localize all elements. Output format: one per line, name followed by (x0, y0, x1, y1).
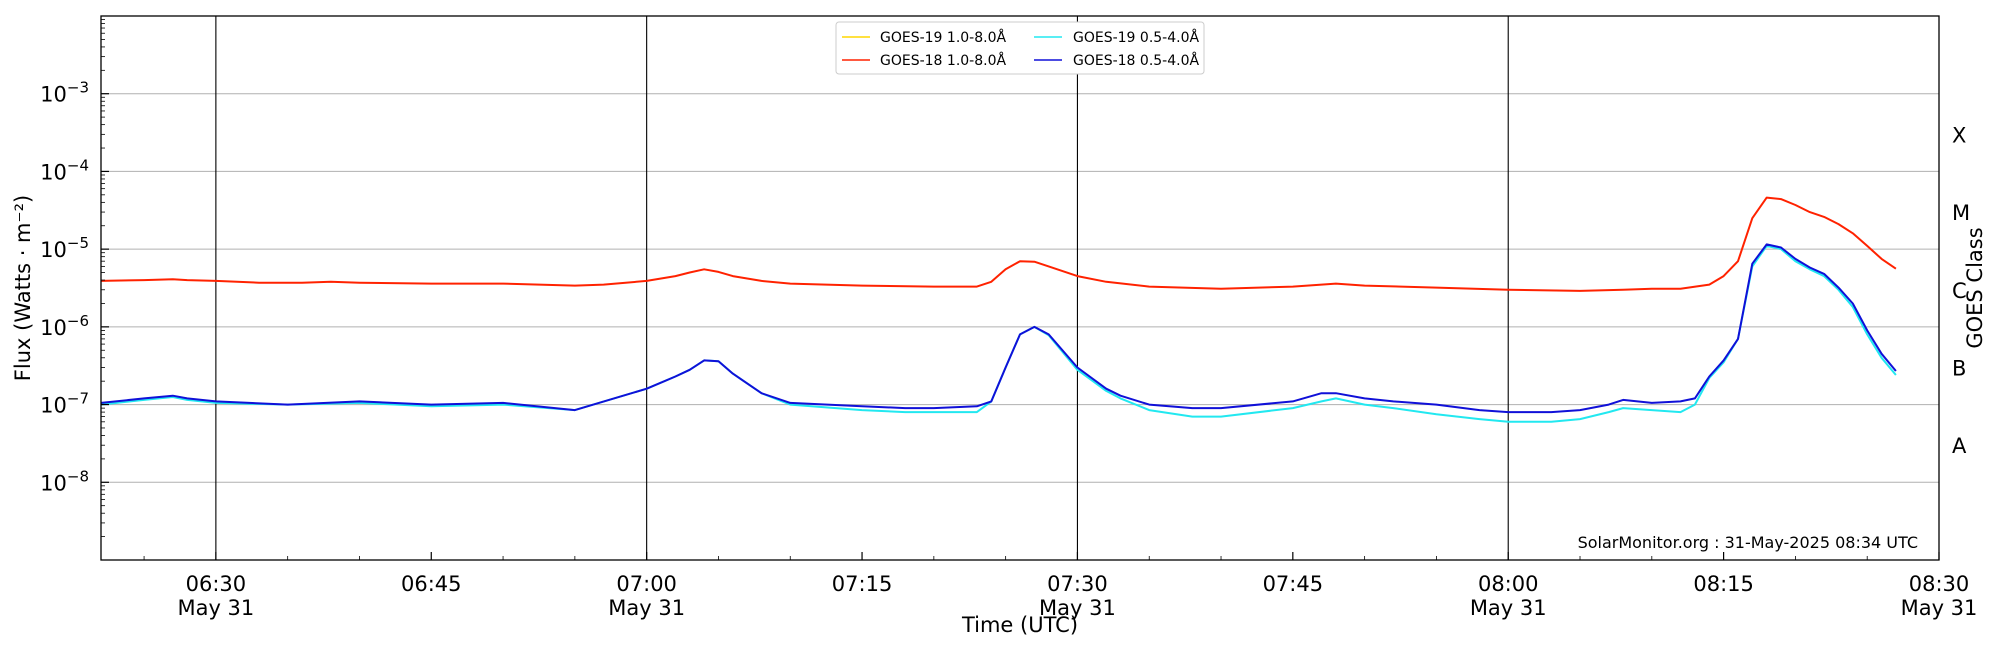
y-tick-exponent: −8 (67, 467, 89, 485)
x-tick-label: 07:15 (832, 572, 893, 596)
goes-class-label: X (1952, 123, 1966, 147)
x-tick-label: 06:45 (401, 572, 462, 596)
legend-label-goes19-short: GOES-19 0.5-4.0Å (1073, 29, 1199, 46)
y-tick-label: 10−5 (40, 234, 89, 262)
goes-class-label: B (1952, 356, 1966, 380)
legend-label-goes18-short: GOES-18 0.5-4.0Å (1073, 52, 1199, 69)
y-tick-base: 10 (40, 394, 67, 418)
y-tick-label: 10−8 (40, 467, 89, 495)
x-tick-date-label: May 31 (608, 596, 685, 620)
series-line-1 (101, 196, 1897, 292)
y-tick-exponent: −7 (67, 390, 89, 408)
credit-text: SolarMonitor.org : 31-May-2025 08:34 UTC (1578, 533, 1918, 552)
series-line-3 (101, 243, 1897, 414)
legend-label-goes18-long: GOES-18 1.0-8.0Å (880, 52, 1006, 69)
y-tick-exponent: −4 (67, 156, 89, 174)
legend-box (835, 21, 1205, 75)
x-tick-label: 06:30 (186, 572, 247, 596)
x-tick-label: 07:30 (1047, 572, 1108, 596)
y-tick-base: 10 (40, 160, 67, 184)
day-marker-lines (215, 16, 1509, 560)
legend: GOES-19 1.0-8.0Å GOES-18 1.0-8.0Å GOES-1… (835, 21, 1205, 75)
x-tick-label: 08:30 (1909, 572, 1970, 596)
y-tick-label: 10−3 (40, 79, 89, 107)
y-tick-base: 10 (40, 83, 67, 107)
y-tick-exponent: −6 (67, 312, 89, 330)
x-axis-title: Time (UTC) (961, 613, 1078, 637)
y-tick-base: 10 (40, 316, 67, 340)
x-tick-date-label: May 31 (1901, 596, 1978, 620)
x-tick-date-label: May 31 (1470, 596, 1547, 620)
y-tick-labels: 10−810−710−610−510−410−3 (40, 79, 89, 496)
series-group (101, 196, 1897, 423)
y-tick-label: 10−6 (40, 312, 89, 340)
y-axis-title: Flux (Watts · m⁻²) (11, 195, 35, 381)
x-tick-date-label: May 31 (1039, 596, 1116, 620)
legend-label-goes19-long: GOES-19 1.0-8.0Å (880, 29, 1006, 46)
y-tick-label: 10−4 (40, 156, 89, 184)
y2-axis-title: GOES Class (1963, 227, 1987, 348)
y-tick-label: 10−7 (40, 390, 89, 418)
y-tick-base: 10 (40, 471, 67, 495)
goes-class-labels: A B C M X (1952, 123, 1970, 458)
goes-class-label: M (1952, 201, 1970, 225)
x-tick-label: 07:00 (616, 572, 677, 596)
tick-marks (101, 19, 1940, 560)
goes-class-label: C (1952, 279, 1967, 303)
y-tick-exponent: −3 (67, 79, 89, 97)
plot-frame (100, 15, 1940, 561)
y-tick-exponent: −5 (67, 234, 89, 252)
goes-class-label: A (1952, 434, 1967, 458)
series-line-2 (101, 244, 1897, 423)
x-tick-date-label: May 31 (177, 596, 254, 620)
x-tick-label: 08:15 (1693, 572, 1754, 596)
y-tick-base: 10 (40, 238, 67, 262)
x-tick-label: 08:00 (1478, 572, 1539, 596)
x-tick-label: 07:45 (1263, 572, 1324, 596)
